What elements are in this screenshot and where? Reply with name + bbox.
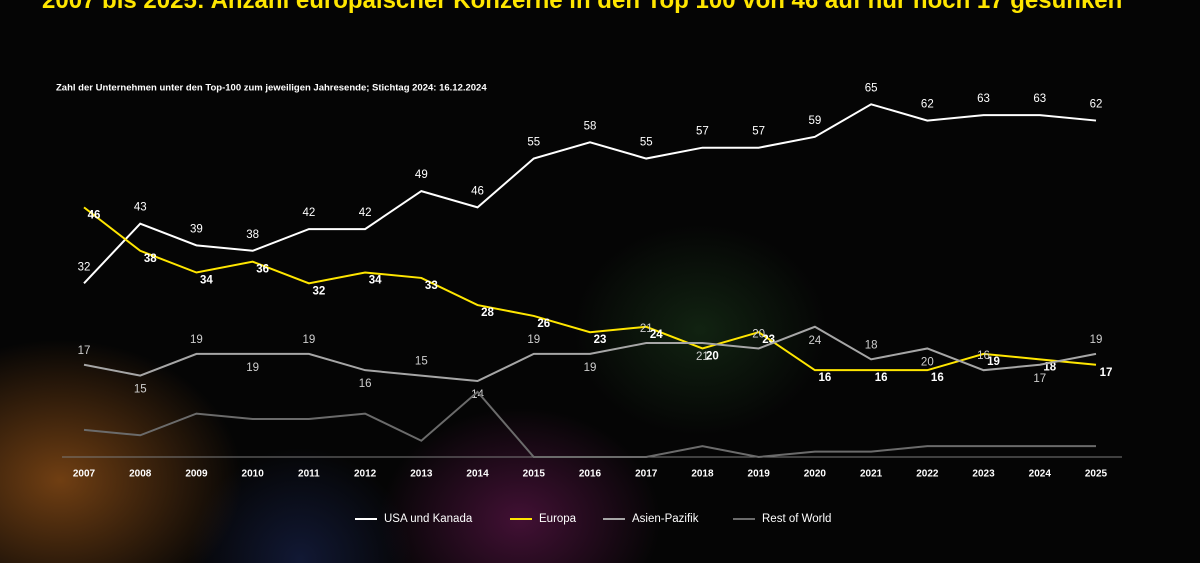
chart-subtitle: Zahl der Unternehmen unter den Top-100 z… xyxy=(56,83,487,94)
data-label: 32 xyxy=(78,261,91,273)
data-label: 19 xyxy=(246,362,259,374)
series-line xyxy=(83,325,1097,383)
data-label: 46 xyxy=(471,185,484,197)
x-tick-label: 2015 xyxy=(523,469,546,480)
x-tick-label: 2010 xyxy=(242,469,265,480)
data-label: 20 xyxy=(921,357,934,369)
x-tick-label: 2012 xyxy=(354,469,377,480)
legend-label: USA und Kanada xyxy=(384,513,473,525)
data-label: 36 xyxy=(256,264,269,276)
data-label: 16 xyxy=(818,372,831,384)
x-tick-label: 2016 xyxy=(579,469,602,480)
series-line xyxy=(83,103,1097,285)
data-label: 20 xyxy=(706,351,719,363)
legend-label: Europa xyxy=(539,513,577,525)
data-label: 19 xyxy=(302,334,315,346)
x-tick-label: 2018 xyxy=(691,469,714,480)
x-tick-label: 2024 xyxy=(1029,469,1052,480)
data-label: 62 xyxy=(921,99,934,111)
data-label: 26 xyxy=(537,318,550,330)
x-tick-label: 2025 xyxy=(1085,469,1108,480)
legend-label: Rest of World xyxy=(762,513,831,525)
data-label: 49 xyxy=(415,169,428,181)
data-label: 33 xyxy=(425,280,438,292)
x-tick-label: 2022 xyxy=(916,469,939,480)
data-label: 34 xyxy=(369,275,382,287)
data-label: 21 xyxy=(640,323,653,335)
x-tick-label: 2013 xyxy=(410,469,433,480)
x-tick-label: 2020 xyxy=(804,469,827,480)
data-label: 58 xyxy=(584,120,597,132)
data-label: 23 xyxy=(594,334,607,346)
data-label: 63 xyxy=(1033,93,1046,105)
data-label: 62 xyxy=(1090,99,1103,111)
x-tick-label: 2017 xyxy=(635,469,658,480)
data-label: 65 xyxy=(865,82,878,94)
series-line xyxy=(83,206,1097,372)
data-label: 24 xyxy=(650,329,663,341)
series-line xyxy=(83,390,1096,459)
data-label: 43 xyxy=(134,202,147,214)
data-label: 63 xyxy=(977,93,990,105)
x-tick-label: 2014 xyxy=(466,469,489,480)
data-label: 17 xyxy=(78,345,91,357)
data-label: 57 xyxy=(696,126,709,138)
data-label: 19 xyxy=(527,334,540,346)
data-label: 19 xyxy=(190,334,203,346)
data-label: 59 xyxy=(808,115,821,127)
data-label: 55 xyxy=(640,137,653,149)
legend-label: Asien-Pazifik xyxy=(632,513,699,525)
x-tick-label: 2007 xyxy=(73,469,96,480)
data-label: 42 xyxy=(302,207,315,219)
data-label: 16 xyxy=(875,372,888,384)
data-label: 34 xyxy=(200,275,213,287)
data-label: 16 xyxy=(977,350,990,362)
data-label: 24 xyxy=(808,335,821,347)
data-label: 16 xyxy=(359,378,372,390)
data-label: 19 xyxy=(1090,334,1103,346)
chart-title: 2007 bis 2025: Anzahl europäischer Konze… xyxy=(42,0,1123,14)
data-label: 42 xyxy=(359,207,372,219)
x-tick-label: 2008 xyxy=(129,469,152,480)
x-tick-label: 2021 xyxy=(860,469,883,480)
data-label: 16 xyxy=(931,372,944,384)
data-label: 38 xyxy=(144,253,157,265)
data-label: 15 xyxy=(134,384,147,396)
data-label: 57 xyxy=(752,126,765,138)
data-label: 39 xyxy=(190,223,203,235)
data-label: 18 xyxy=(865,339,878,351)
data-label: 20 xyxy=(752,329,765,341)
x-tick-label: 2009 xyxy=(185,469,208,480)
data-label: 19 xyxy=(987,356,1000,368)
data-label: 46 xyxy=(88,209,101,221)
data-label: 38 xyxy=(246,229,259,241)
data-label: 17 xyxy=(1033,373,1046,385)
data-label: 17 xyxy=(1100,367,1113,379)
data-label: 15 xyxy=(415,356,428,368)
x-tick-label: 2023 xyxy=(972,469,995,480)
data-label: 19 xyxy=(584,362,597,374)
data-label: 32 xyxy=(312,285,325,297)
data-label: 14 xyxy=(471,389,484,401)
data-label: 21 xyxy=(696,351,709,363)
data-label: 55 xyxy=(527,137,540,149)
x-tick-label: 2019 xyxy=(748,469,771,480)
x-tick-label: 2011 xyxy=(298,469,320,480)
data-label: 28 xyxy=(481,307,494,319)
